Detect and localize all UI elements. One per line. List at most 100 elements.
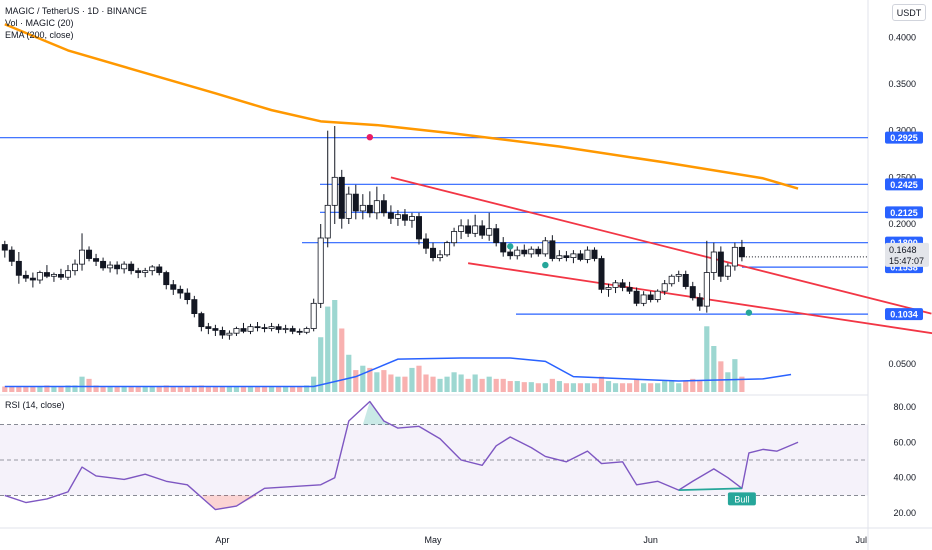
candle [710, 242, 717, 280]
bull-label: Bull [734, 494, 749, 504]
candle [261, 323, 268, 333]
candle-body-up [542, 240, 549, 255]
last-price-value: 0.1648 [889, 245, 917, 255]
candle-body-up [121, 263, 128, 270]
candle [282, 324, 289, 334]
candle [163, 270, 170, 290]
volume-bar [290, 386, 296, 392]
candle-body-up [661, 283, 668, 292]
volume-bar [367, 367, 373, 392]
volume-bar [605, 381, 612, 392]
candle [500, 237, 507, 257]
volume-bar [507, 381, 513, 392]
candle-body-up [233, 328, 240, 334]
volume-bar [528, 382, 534, 392]
candle-body-up [724, 265, 731, 277]
candle-body-up [612, 282, 619, 288]
currency-selector[interactable]: USDT [892, 4, 926, 21]
candle [226, 330, 233, 340]
candle-body-down [401, 214, 408, 221]
candle-body-up [408, 216, 415, 221]
channel-upper-line [390, 176, 932, 315]
volume-bar [44, 385, 50, 392]
candle [22, 270, 29, 282]
candle [8, 246, 15, 266]
time-tick-label: Jun [643, 535, 658, 545]
volume-bar [619, 383, 626, 392]
candle [86, 246, 93, 262]
candle [415, 212, 422, 245]
candle-body-up [226, 332, 233, 336]
candle [444, 240, 451, 257]
candle [233, 326, 240, 336]
volume-bar [626, 383, 633, 392]
candle [626, 281, 633, 294]
volume-bar [388, 374, 394, 392]
volume-bar [156, 386, 162, 392]
candle-body-down [261, 327, 268, 330]
candle [275, 323, 282, 334]
candle-body-down [577, 253, 584, 260]
candle-body-down [128, 263, 135, 272]
volume-bar [177, 386, 183, 392]
candle-body-down [549, 240, 556, 259]
level-tag-label: 0.1034 [890, 310, 918, 320]
ema-legend[interactable]: EMA (200, close) [5, 30, 74, 40]
candle [401, 209, 408, 226]
bull-label-box [727, 492, 756, 506]
candle-body-down [465, 225, 472, 234]
candle-body-down [422, 238, 429, 249]
candle-body-down [170, 284, 177, 290]
volume-bar [472, 374, 478, 392]
volume-bar [416, 365, 422, 392]
volume-bar [268, 386, 275, 392]
volume-bar [304, 385, 310, 392]
candle-body-up [710, 251, 717, 273]
candle [50, 272, 57, 282]
candle [247, 323, 254, 335]
symbol-title[interactable]: MAGIC / TetherUS · 1D · BINANCE [5, 6, 147, 16]
rsi-tick-label: 20.00 [893, 508, 916, 518]
candle [303, 326, 310, 335]
rsi-legend[interactable]: RSI (14, close) [5, 400, 65, 410]
volume-legend[interactable]: Vol · MAGIC (20) [5, 18, 74, 28]
volume-bar [283, 386, 289, 392]
candle [57, 268, 64, 280]
candle-body-down [15, 260, 22, 276]
candle [556, 250, 563, 262]
candle [724, 263, 731, 280]
candle-body-down [626, 287, 633, 292]
volume-bar [2, 386, 8, 392]
volume-bar [479, 378, 485, 392]
volume-bar [30, 386, 36, 392]
volume-bar [563, 383, 569, 392]
candle-body-up [640, 294, 647, 304]
signal-dot [745, 309, 753, 316]
volume-bar [402, 376, 408, 392]
volume-bar [465, 378, 471, 392]
candle [338, 169, 345, 229]
volume-bar [86, 378, 92, 392]
volume-bar [23, 386, 29, 392]
price-tick-label: 0.3500 [888, 79, 916, 89]
candle-body-up [514, 249, 521, 257]
candle-body-down [598, 258, 605, 290]
candle-body-up [486, 228, 493, 236]
candle-body-down [254, 326, 261, 329]
volume-bar [584, 383, 591, 392]
price-tick-label: 0.4000 [888, 32, 916, 42]
volume-bar [318, 337, 324, 392]
volume-bar [577, 383, 584, 392]
volume-bar [718, 361, 724, 392]
candle-body-down [352, 193, 359, 212]
signal-dot [507, 243, 514, 250]
candle-body-up [675, 273, 682, 277]
volume-bar [514, 381, 520, 392]
candle [387, 205, 394, 224]
bull-divergence-line [678, 487, 742, 492]
volume-bar [690, 378, 696, 392]
candle-body-down [240, 328, 247, 332]
candle [535, 246, 542, 257]
volume-bar [444, 376, 450, 392]
